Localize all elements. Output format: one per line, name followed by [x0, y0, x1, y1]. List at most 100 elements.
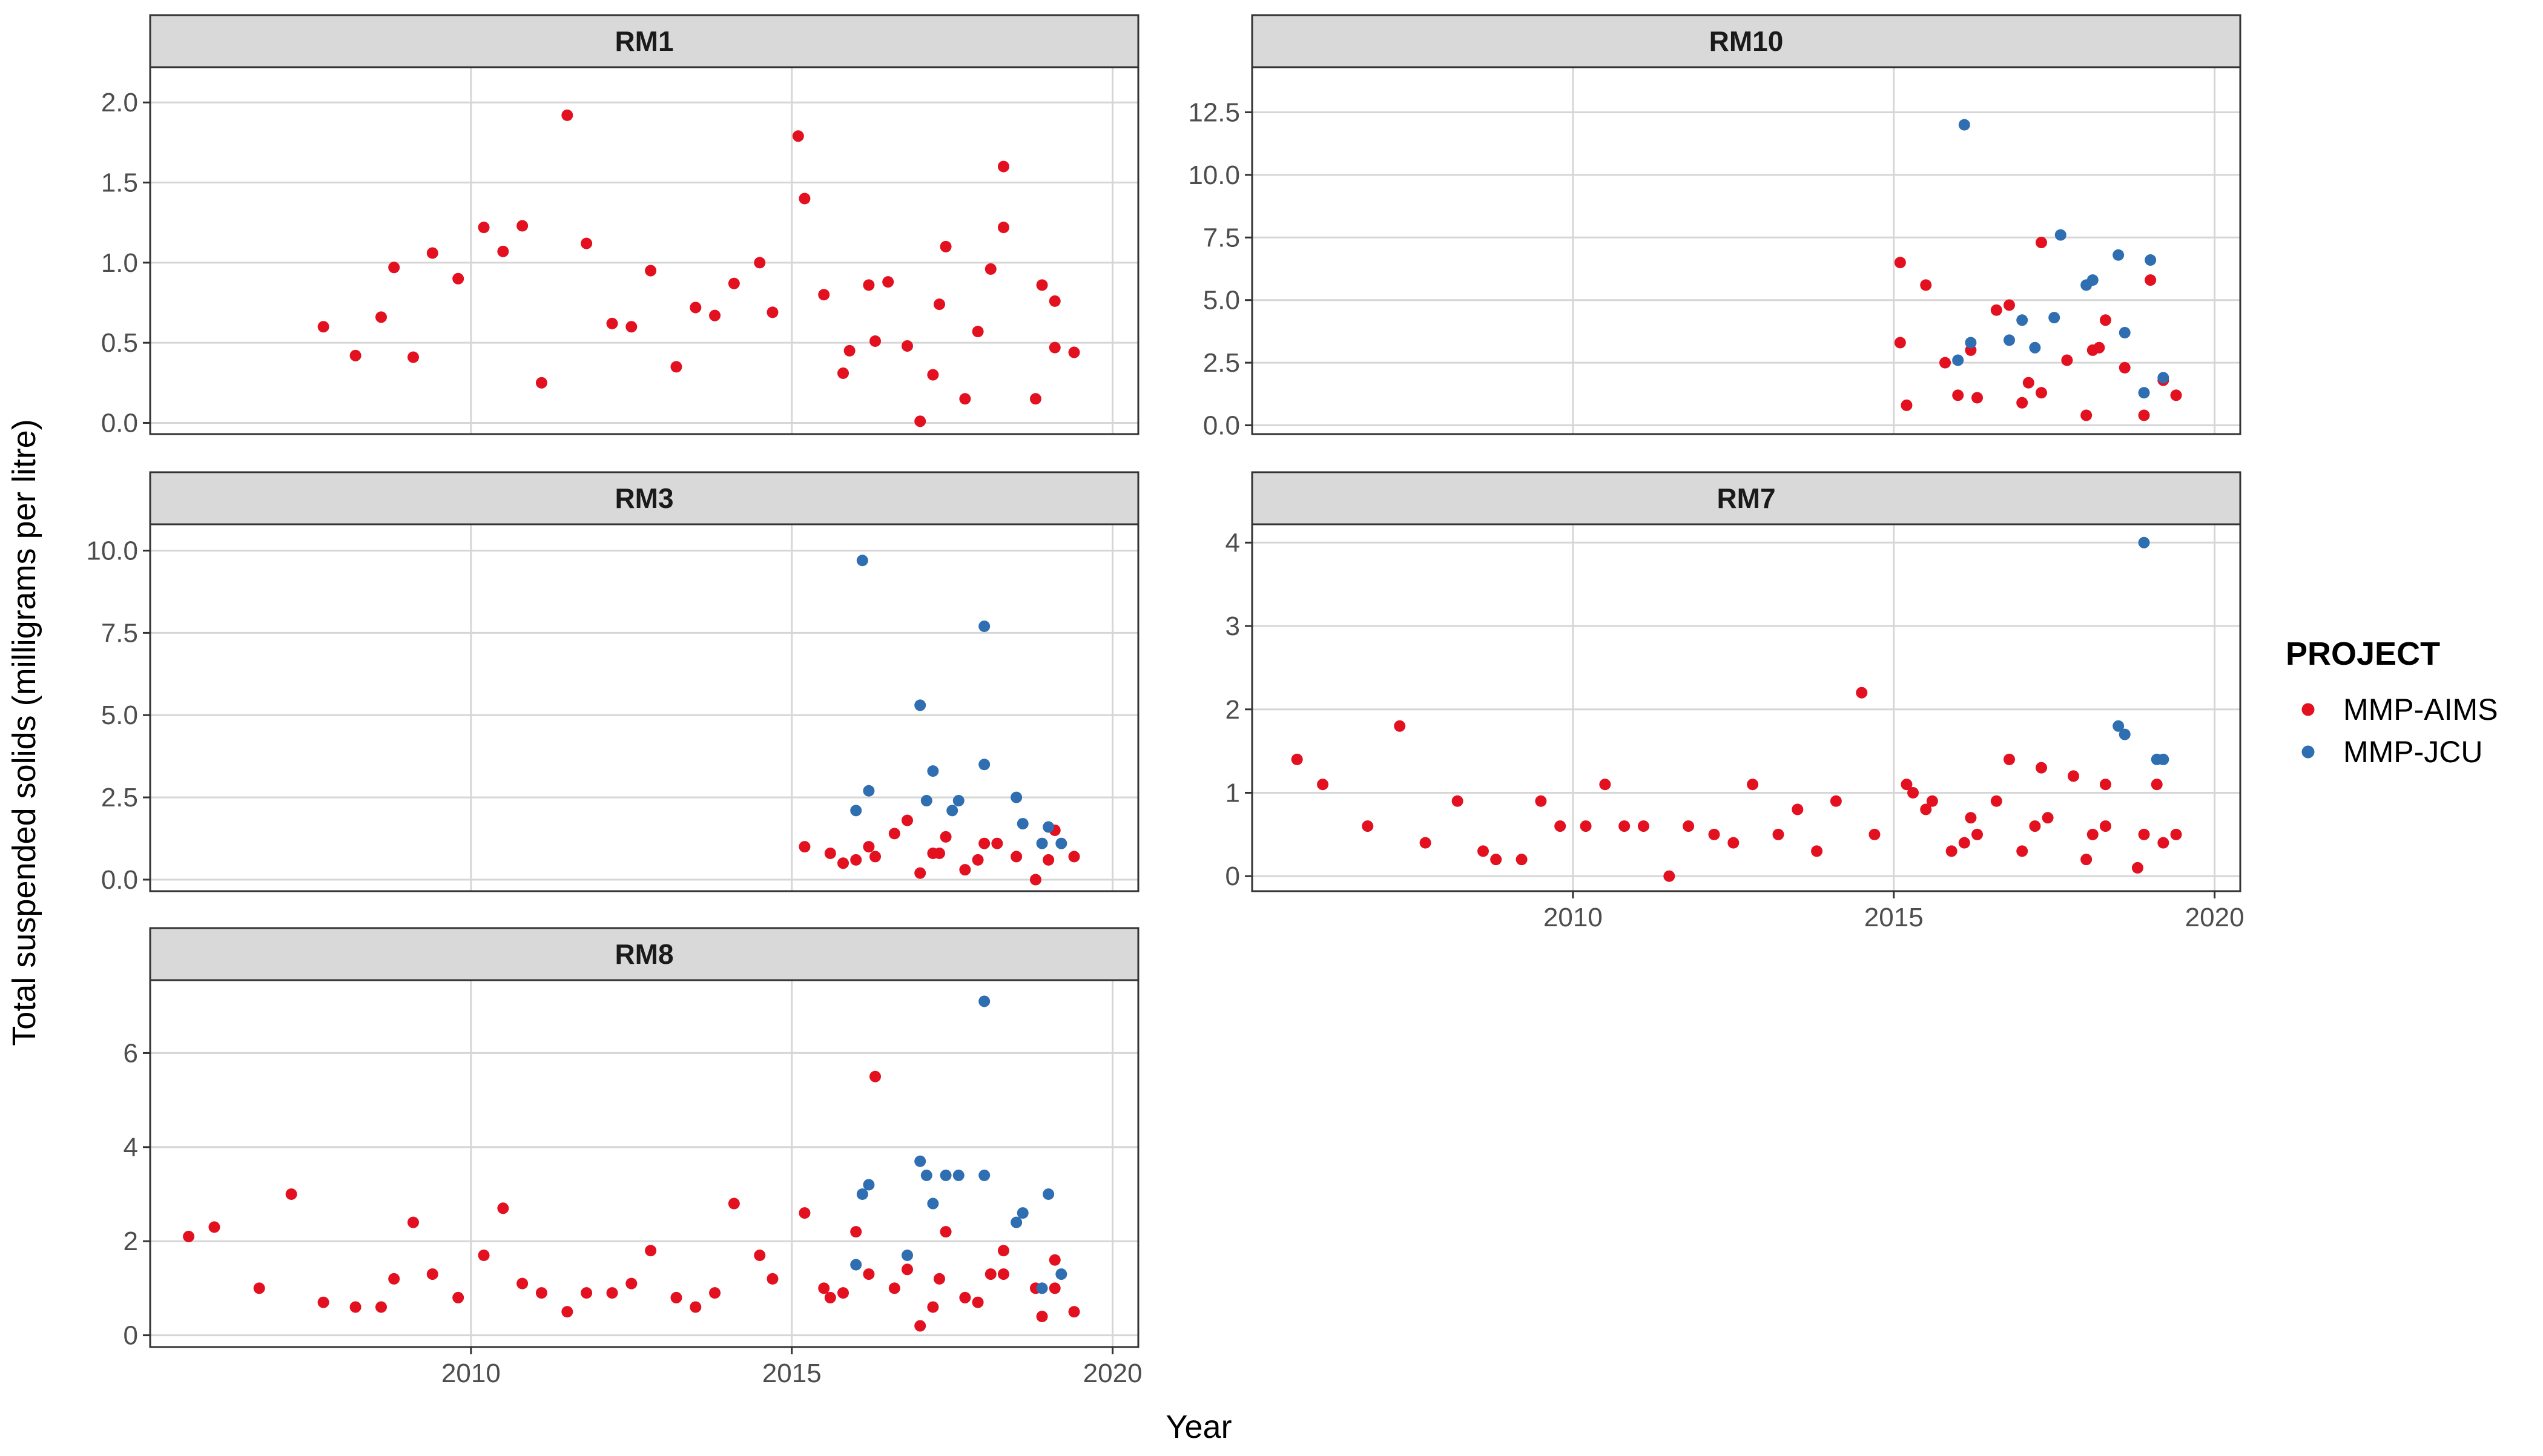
data-point [606, 317, 618, 329]
data-point [869, 851, 882, 863]
series-mmp-aims [317, 109, 1080, 427]
data-point [561, 109, 573, 121]
data-point [1830, 795, 1842, 807]
data-point [606, 1287, 618, 1299]
data-point [863, 785, 875, 797]
data-point [1017, 818, 1029, 830]
data-point [1580, 820, 1592, 832]
data-point [2003, 299, 2015, 311]
data-point [914, 867, 926, 879]
data-point [1055, 837, 1067, 849]
data-point [728, 277, 740, 289]
data-point [767, 1273, 779, 1285]
y-tick-label: 5.0 [1203, 286, 1240, 315]
data-point [1049, 1254, 1061, 1266]
data-point [869, 335, 882, 348]
data-point [1036, 1311, 1048, 1322]
facet-strip [149, 927, 1140, 981]
data-point [2035, 762, 2047, 774]
data-point [997, 1245, 1009, 1257]
data-point [1894, 257, 1906, 269]
data-point [388, 1273, 400, 1285]
data-point [940, 1226, 952, 1238]
data-point [927, 1301, 939, 1313]
data-point [2113, 720, 2125, 732]
data-point [497, 245, 509, 257]
data-point [1291, 753, 1303, 765]
data-point [978, 759, 991, 771]
data-point [1049, 1282, 1061, 1294]
data-point [2016, 845, 2028, 857]
data-point [1901, 779, 1913, 791]
data-point [972, 1296, 984, 1308]
data-point [670, 361, 682, 373]
data-point [2003, 334, 2015, 346]
data-point [920, 1169, 932, 1181]
data-point [792, 130, 804, 142]
y-tick-label: 10.0 [1188, 160, 1240, 190]
y-axis-title: Total suspended solids (milligrams per l… [6, 419, 42, 1046]
facet-strip-label: RM1 [615, 25, 673, 57]
data-point [799, 193, 811, 205]
data-point [2016, 397, 2028, 409]
x-tick-label: 2020 [1083, 1359, 1143, 1388]
data-point [767, 306, 779, 318]
y-tick-label: 0.0 [101, 408, 138, 438]
data-point [2138, 409, 2150, 421]
data-point [426, 247, 438, 259]
data-point [940, 831, 952, 843]
data-point [901, 814, 913, 826]
legend-title: PROJECT [2286, 636, 2440, 672]
data-point [452, 1291, 464, 1303]
data-point [2157, 837, 2169, 849]
data-point [690, 1301, 702, 1313]
y-tick-label: 3 [1225, 611, 1240, 641]
data-point [625, 321, 638, 333]
data-point [1068, 1306, 1080, 1318]
data-point [2138, 828, 2150, 840]
data-point [882, 276, 894, 288]
data-point [375, 311, 388, 323]
data-point [940, 240, 952, 252]
data-point [1971, 828, 1984, 840]
data-point [1811, 845, 1823, 857]
facet-strip-label: RM8 [615, 938, 673, 970]
data-point [407, 1216, 419, 1228]
data-point [349, 349, 361, 361]
data-point [824, 847, 836, 859]
data-point [2086, 828, 2099, 840]
data-point [1958, 119, 1970, 131]
data-point [1362, 820, 1374, 832]
data-point [952, 795, 965, 807]
facet-rm10: RM10 0.0 2.5 5.0 7.5 10.0 12.5 [1188, 14, 2241, 441]
data-point [863, 841, 875, 853]
y-tick-label: 10.0 [86, 536, 138, 565]
facet-strip-label: RM10 [1709, 25, 1784, 57]
data-point [1952, 354, 1964, 366]
data-point [856, 1188, 868, 1200]
data-point [208, 1221, 220, 1233]
data-point [1055, 1268, 1067, 1280]
y-tick-label: 2.5 [101, 783, 138, 812]
y-tick-label: 0.0 [1203, 411, 1240, 441]
data-point [754, 257, 766, 269]
data-point [818, 1282, 830, 1294]
data-point [869, 1070, 882, 1082]
data-point [978, 1169, 991, 1181]
data-point [1535, 795, 1547, 807]
data-point [824, 1291, 836, 1303]
data-point [1477, 845, 1489, 857]
data-point [959, 1291, 971, 1303]
data-point [2035, 387, 2047, 399]
data-point [2080, 854, 2093, 866]
y-tick-label: 0.5 [101, 328, 138, 358]
data-point [978, 995, 991, 1007]
data-point [978, 620, 991, 632]
x-tick-label: 2020 [2185, 903, 2245, 932]
data-point [754, 1250, 766, 1261]
data-point [1036, 837, 1048, 849]
data-point [1920, 803, 1932, 815]
data-point [1683, 820, 1695, 832]
panel-background [150, 980, 1138, 1347]
